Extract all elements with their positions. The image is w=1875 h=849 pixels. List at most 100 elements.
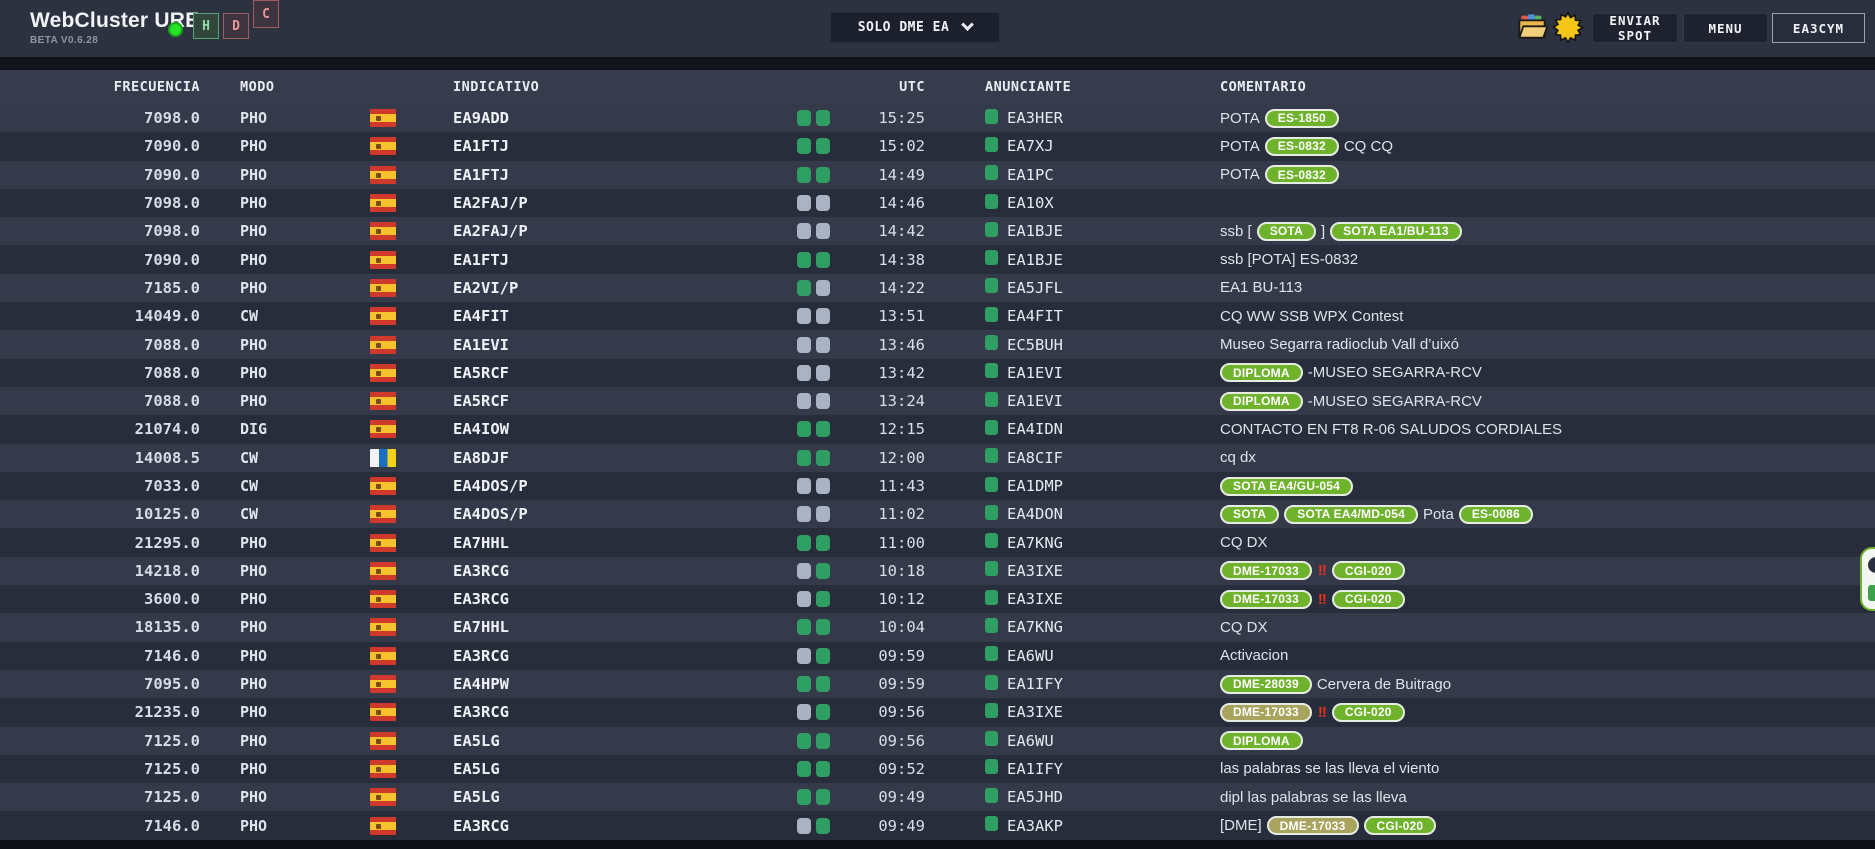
table-row[interactable]: 7098.0 PHO EA2FAJ/P 14:46 EA10X — [0, 188, 1875, 218]
callsign-cell[interactable]: EA4DOS/P — [453, 477, 528, 495]
spotter-cell[interactable]: EA7XJ — [985, 132, 1054, 160]
spotter-cell[interactable]: EA1PC — [985, 161, 1054, 189]
spotter-cell[interactable]: EA1EVI — [985, 387, 1063, 415]
spotter-cell[interactable]: EA5JFL — [985, 274, 1063, 302]
table-row[interactable]: 3600.0 PHO EA3RCG 10:12 EA3IXE DME-17033!! CGI… — [0, 585, 1875, 614]
table-row[interactable]: 7125.0 PHO EA5LG 09:49 EA5JHD dipl las palabr… — [0, 783, 1875, 812]
callsign-cell[interactable]: EA2FAJ/P — [453, 222, 528, 241]
reference-pill[interactable]: SOTA — [1220, 504, 1280, 524]
enviar-spot-button[interactable]: ENVIAR SPOT — [1592, 13, 1678, 43]
spotter-cell[interactable]: EA3IXE — [985, 585, 1063, 613]
table-row[interactable]: 7125.0 PHO EA5LG 09:52 EA1IFY las palabras se… — [0, 754, 1875, 784]
status-toggle-d[interactable]: D — [223, 13, 249, 39]
reference-pill[interactable]: CGI-020 — [1331, 561, 1405, 581]
table-row[interactable]: 18135.0 PHO EA7HHL 10:04 EA7KNG CQ DX — [0, 613, 1875, 642]
table-row[interactable]: 7088.0 PHO EA5RCF 13:24 EA1EVI DIPLOMA -MUSEO … — [0, 386, 1875, 416]
table-row[interactable]: 7098.0 PHO EA2FAJ/P 14:42 EA1BJE ssb [SOTA] S… — [0, 217, 1875, 246]
spot-filter-select[interactable]: SOLO DME EA — [830, 12, 1000, 43]
table-row[interactable]: 7090.0 PHO EA1FTJ 14:38 EA1BJE ssb [POTA] ES-… — [0, 245, 1875, 274]
callsign-cell[interactable]: EA2VI/P — [453, 278, 519, 297]
callsign-cell[interactable]: EA5LG — [453, 788, 500, 807]
callsign-cell[interactable]: EA5LG — [453, 731, 500, 750]
user-callsign-button[interactable]: EA3CYM — [1772, 13, 1865, 43]
table-row[interactable]: 7090.0 PHO EA1FTJ 15:02 EA7XJ POTA ES-0832 CQ… — [0, 132, 1875, 161]
callsign-cell[interactable]: EA1FTJ — [453, 137, 509, 156]
reference-pill[interactable]: CGI-020 — [1331, 589, 1405, 609]
table-row[interactable]: 7098.0 PHO EA9ADD 15:25 EA3HER POTA ES-1850 — [0, 104, 1875, 133]
spotter-cell[interactable]: EA3AKP — [985, 811, 1063, 839]
menu-button[interactable]: MENU — [1683, 13, 1768, 43]
table-row[interactable]: 7146.0 PHO EA3RCG 09:49 EA3AKP [DME] DME-1703… — [0, 811, 1875, 840]
callsign-cell[interactable]: EA8DJF — [453, 448, 509, 467]
callsign-cell[interactable]: EA3RCG — [453, 816, 509, 835]
callsign-cell[interactable]: EA5LG — [453, 759, 500, 778]
table-row[interactable]: 10125.0 CW EA4DOS/P 11:02 EA4DON SOTA SOTA EA4… — [0, 500, 1875, 529]
reference-pill[interactable]: ES-0832 — [1264, 165, 1339, 185]
reference-pill[interactable]: DIPLOMA — [1220, 731, 1303, 751]
callsign-cell[interactable]: EA2FAJ/P — [453, 194, 528, 213]
callsign-cell[interactable]: EA1FTJ — [453, 165, 509, 184]
callsign-cell[interactable]: EA3RCG — [453, 590, 509, 609]
reference-pill[interactable]: DME-28039 — [1220, 674, 1312, 694]
callsign-cell[interactable]: EA4HPW — [453, 675, 509, 694]
spotter-cell[interactable]: EA1BJE — [985, 245, 1063, 273]
floating-widget[interactable] — [1860, 547, 1875, 611]
spotter-cell[interactable]: EA1DMP — [985, 472, 1063, 500]
callsign-cell[interactable]: EA1EVI — [453, 335, 509, 354]
callsign-cell[interactable]: EA9ADD — [453, 109, 509, 128]
table-row[interactable]: 7090.0 PHO EA1FTJ 14:49 EA1PC POTA ES-0832 — [0, 160, 1875, 189]
callsign-cell[interactable]: EA3RCG — [453, 561, 509, 580]
sun-icon[interactable] — [1551, 11, 1585, 44]
spotter-cell[interactable]: EA1BJE — [985, 217, 1063, 245]
spotter-cell[interactable]: EA10X — [985, 189, 1054, 217]
reference-pill[interactable]: CGI-020 — [1331, 702, 1405, 722]
reference-pill[interactable]: ES-0086 — [1458, 504, 1533, 524]
spotter-cell[interactable]: EA4FIT — [985, 302, 1063, 330]
callsign-cell[interactable]: EA1FTJ — [453, 250, 509, 269]
callsign-cell[interactable]: EA4FIT — [453, 307, 509, 326]
reference-pill[interactable]: SOTA — [1256, 221, 1316, 241]
table-row[interactable]: 21074.0 DIG EA4IOW 12:15 EA4IDN CONTACTO EN F… — [0, 415, 1875, 444]
reference-pill[interactable]: SOTA EA1/BU-113 — [1330, 221, 1462, 241]
spotter-cell[interactable]: EA3IXE — [985, 698, 1063, 726]
table-row[interactable]: 21235.0 PHO EA3RCG 09:56 EA3IXE DME-17033!! CG… — [0, 698, 1875, 727]
spotter-cell[interactable]: EA1IFY — [985, 670, 1063, 698]
table-row[interactable]: 7095.0 PHO EA4HPW 09:59 EA1IFY DME-28039 Cerv… — [0, 669, 1875, 699]
spotter-cell[interactable]: EA8CIF — [985, 444, 1063, 472]
reference-pill[interactable]: SOTA EA4/GU-054 — [1220, 476, 1354, 496]
spotter-cell[interactable]: EC5BUH — [985, 330, 1063, 358]
spotter-cell[interactable]: EA6WU — [985, 642, 1054, 670]
spotter-cell[interactable]: EA6WU — [985, 727, 1054, 755]
reference-pill[interactable]: SOTA EA4/MD-054 — [1284, 504, 1418, 524]
reference-pill[interactable]: DME-17033 — [1220, 702, 1312, 722]
reference-pill[interactable]: ES-1850 — [1264, 108, 1339, 128]
spotter-cell[interactable]: EA4IDN — [985, 415, 1063, 443]
spotter-cell[interactable]: EA7KNG — [985, 528, 1063, 556]
table-row[interactable]: 14218.0 PHO EA3RCG 10:18 EA3IXE DME-17033!! CG… — [0, 556, 1875, 586]
status-toggle-h[interactable]: H — [193, 13, 219, 39]
callsign-cell[interactable]: EA5RCF — [453, 392, 509, 411]
spotter-cell[interactable]: EA3HER — [985, 104, 1063, 132]
spotter-cell[interactable]: EA1IFY — [985, 755, 1063, 783]
spotter-cell[interactable]: EA5JHD — [985, 783, 1063, 811]
spotter-cell[interactable]: EA1EVI — [985, 359, 1063, 387]
folder-icon[interactable] — [1516, 11, 1549, 43]
callsign-cell[interactable]: EA4IOW — [453, 420, 509, 439]
table-row[interactable]: 7185.0 PHO EA2VI/P 14:22 EA5JFL EA1 BU-113 — [0, 273, 1875, 303]
reference-pill[interactable]: DME-17033 — [1220, 561, 1312, 581]
table-row[interactable]: 14049.0 CW EA4FIT 13:51 EA4FIT CQ WW SSB WPX … — [0, 302, 1875, 331]
table-row[interactable]: 7033.0 CW EA4DOS/P 11:43 EA1DMP SOTA EA4/GU-0… — [0, 471, 1875, 501]
callsign-cell[interactable]: EA5RCF — [453, 363, 509, 382]
callsign-cell[interactable]: EA3RCG — [453, 703, 509, 722]
table-row[interactable]: 7146.0 PHO EA3RCG 09:59 EA6WU Activacion — [0, 641, 1875, 670]
reference-pill[interactable]: DIPLOMA — [1220, 391, 1303, 411]
table-row[interactable]: 7088.0 PHO EA5RCF 13:42 EA1EVI DIPLOMA -MUSEO … — [0, 358, 1875, 387]
spotter-cell[interactable]: EA7KNG — [985, 613, 1063, 641]
table-row[interactable]: 7125.0 PHO EA5LG 09:56 EA6WU DIPLOMA — [0, 726, 1875, 755]
callsign-cell[interactable]: EA3RCG — [453, 646, 509, 665]
spotter-cell[interactable]: EA4DON — [985, 500, 1063, 528]
table-row[interactable]: 21295.0 PHO EA7HHL 11:00 EA7KNG CQ DX — [0, 528, 1875, 557]
table-row[interactable]: 14008.5 CW EA8DJF 12:00 EA8CIF cq dx — [0, 443, 1875, 472]
spotter-cell[interactable]: EA3IXE — [985, 557, 1063, 585]
reference-pill[interactable]: ES-0832 — [1264, 136, 1339, 156]
